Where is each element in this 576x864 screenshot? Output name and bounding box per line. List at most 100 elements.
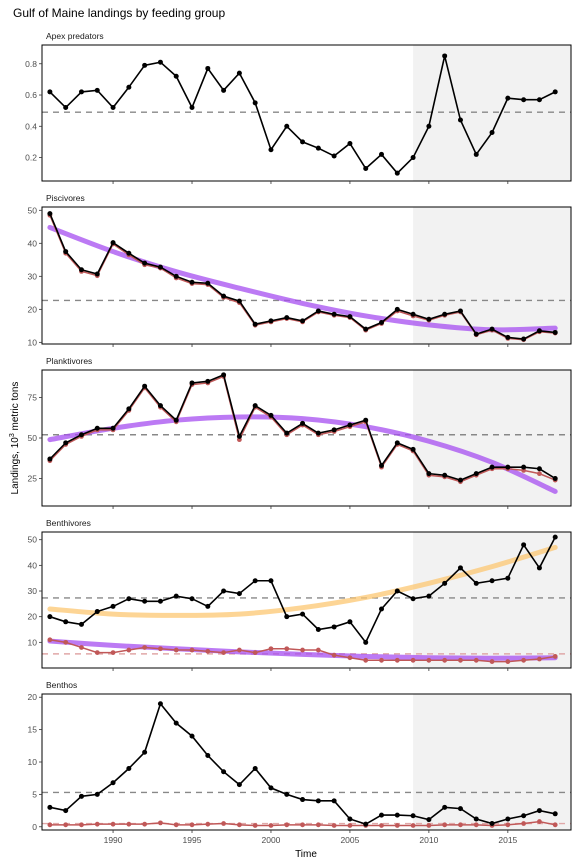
point-total <box>78 432 84 438</box>
point-partial <box>189 822 195 828</box>
point-total <box>157 701 163 707</box>
x-tick-label: 2005 <box>340 835 359 845</box>
point-partial <box>110 821 116 827</box>
point-total <box>426 316 432 322</box>
point-total <box>379 606 385 612</box>
point-total <box>379 320 385 326</box>
point-partial <box>63 822 69 828</box>
point-total <box>126 596 132 602</box>
point-partial <box>252 650 258 656</box>
panels: Apex predators 0.2 0.4 0.6 0.8 Piscivores 10 20… <box>25 31 572 845</box>
point-total <box>110 603 116 609</box>
point-partial <box>126 647 132 653</box>
point-partial <box>158 646 163 652</box>
point-total <box>189 596 195 602</box>
point-total <box>331 798 337 804</box>
point-partial <box>268 823 274 828</box>
point-total <box>473 580 479 586</box>
point-total <box>505 334 511 340</box>
point-total <box>142 598 148 604</box>
point-partial <box>79 645 84 650</box>
point-total <box>221 588 227 594</box>
point-total <box>473 471 479 477</box>
point-total <box>473 816 479 822</box>
point-total <box>284 430 290 436</box>
point-total <box>252 100 258 106</box>
point-partial <box>236 647 242 653</box>
point-total <box>410 813 416 819</box>
point-total <box>205 65 211 71</box>
point-total <box>284 123 290 129</box>
point-total <box>489 326 495 332</box>
panel-title: Benthos <box>46 680 77 690</box>
point-total <box>94 425 100 431</box>
point-total <box>331 624 337 630</box>
point-total <box>205 378 211 384</box>
point-total <box>78 89 84 95</box>
plot-area <box>42 211 571 343</box>
point-total <box>78 793 84 799</box>
trend-line-partial <box>47 638 558 661</box>
point-partial <box>315 822 321 828</box>
x-tick-label: 1995 <box>183 835 202 845</box>
point-total <box>157 59 163 65</box>
point-total <box>347 140 353 146</box>
point-total <box>347 816 353 822</box>
point-total <box>94 791 100 797</box>
point-total <box>300 420 306 426</box>
y-tick-label: 0.8 <box>25 59 37 69</box>
point-partial <box>221 821 226 826</box>
point-total <box>221 769 227 775</box>
point-partial <box>300 647 305 653</box>
y-tick-label: 50 <box>28 535 38 545</box>
point-total <box>268 147 274 153</box>
point-total <box>363 326 369 332</box>
point-total <box>268 318 274 324</box>
y-axis-title-sup: 3 <box>9 433 16 437</box>
point-total <box>315 430 321 436</box>
y-tick-label: 20 <box>28 692 38 702</box>
point-total <box>442 472 448 478</box>
point-partial <box>47 637 53 643</box>
point-total <box>284 791 290 797</box>
point-total <box>442 53 448 59</box>
y-tick-label: 5 <box>32 789 37 799</box>
point-partial <box>142 645 148 650</box>
point-total <box>315 798 321 804</box>
point-total <box>363 165 369 171</box>
point-partial <box>347 655 353 661</box>
point-total <box>379 463 385 469</box>
point-total <box>315 145 321 151</box>
point-total <box>126 406 132 412</box>
shaded-region <box>413 694 571 830</box>
point-partial <box>268 646 274 652</box>
point-total <box>94 87 100 93</box>
point-total <box>505 464 511 470</box>
point-total <box>110 105 116 111</box>
point-partial <box>94 821 100 827</box>
point-total <box>173 73 179 79</box>
point-partial <box>315 647 321 653</box>
y-tick-label: 0.4 <box>25 121 37 131</box>
point-total <box>205 280 211 286</box>
point-total <box>236 591 242 597</box>
point-total <box>521 464 527 470</box>
point-partial <box>110 650 116 656</box>
y-tick-label: 10 <box>28 337 38 347</box>
point-total <box>331 153 337 159</box>
y-tick-label: 0.6 <box>25 90 37 100</box>
point-partial <box>505 822 511 828</box>
point-total <box>552 329 558 335</box>
point-total <box>363 639 369 645</box>
point-total <box>126 84 132 90</box>
point-total <box>394 306 400 312</box>
point-total <box>457 477 463 483</box>
y-axis-title-prefix: Landings, 10 <box>10 437 21 495</box>
panel-benthos: Benthos 0 5 10 15 20 1990 1995 2000 2005 2010 2015 <box>28 680 572 845</box>
point-total <box>489 578 495 584</box>
point-total <box>347 422 353 428</box>
point-partial <box>442 822 448 828</box>
y-tick-label: 20 <box>28 304 38 314</box>
point-total <box>78 621 84 627</box>
y-tick-label: 15 <box>28 725 38 735</box>
